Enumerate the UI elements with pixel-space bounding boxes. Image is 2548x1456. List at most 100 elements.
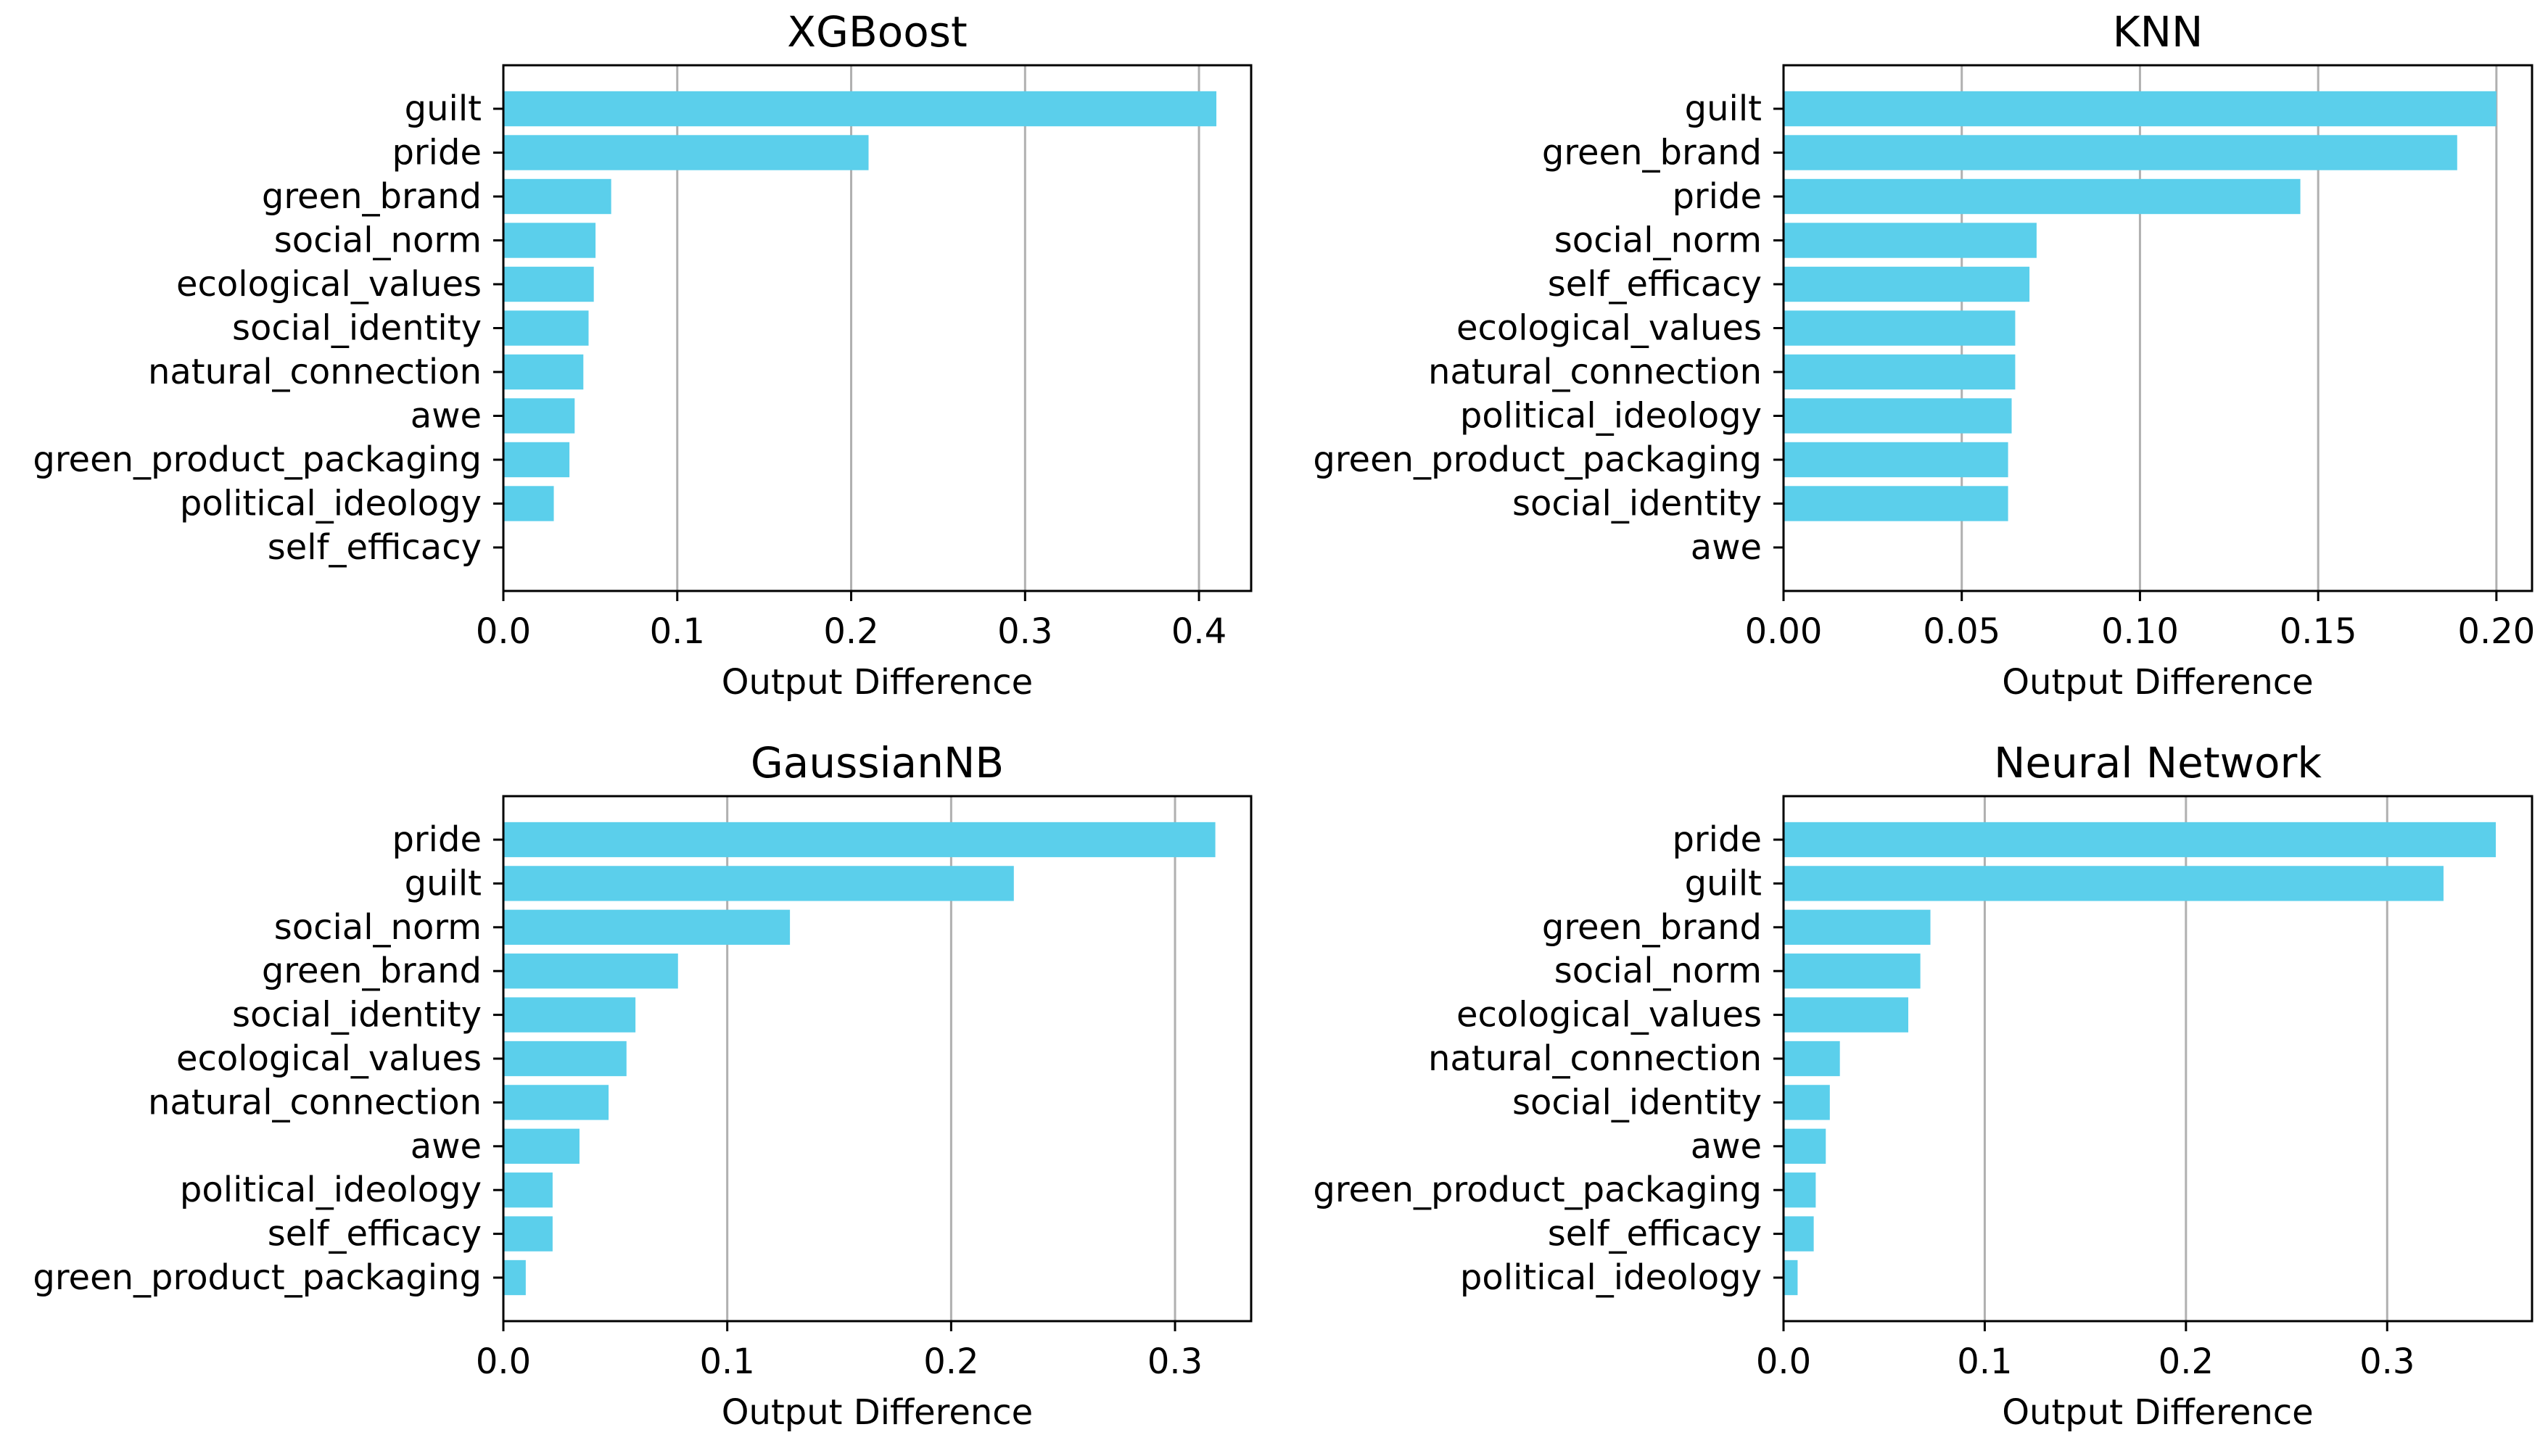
bar-natural_connection [1784,354,2016,390]
y-tick-label: self_efficacy [268,527,482,568]
y-tick-label: pride [1672,176,1762,217]
bar-awe [503,1128,580,1164]
bar-green_brand [1784,909,1931,945]
x-tick-label: 0.3 [997,611,1052,652]
bar-green_product_packaging [1784,1172,1816,1208]
bar-ecological_values [503,1041,627,1077]
bar-social_identity [503,310,589,346]
bar-self_efficacy [1784,266,2030,302]
y-tick-label: social_identity [232,308,482,349]
y-tick-label: awe [1691,527,1762,568]
y-tick-label: political_ideology [180,1170,482,1210]
y-tick-label: pride [392,133,482,173]
bar-natural_connection [1784,1041,1840,1077]
bar-self_efficacy [1784,1216,1814,1252]
y-tick-label: pride [1672,819,1762,860]
y-tick-label: guilt [405,863,482,903]
bar-green_brand [503,178,611,215]
x-axis-label: Output Difference [2002,662,2313,703]
bar-natural_connection [503,1085,609,1120]
bar-awe [1784,1128,1826,1164]
y-tick-label: social_identity [1512,484,1762,524]
bar-political_ideology [1784,398,2012,434]
bar-social_norm [1784,954,1921,989]
y-tick-label: ecological_values [1456,995,1762,1035]
y-tick-label: awe [411,1126,482,1167]
y-tick-label: social_norm [274,220,482,261]
y-tick-label: ecological_values [176,264,482,305]
bar-green_product_packaging [503,1259,526,1296]
x-tick-label: 0.3 [2359,1341,2415,1382]
x-tick-label: 0.4 [1171,611,1226,652]
bar-green_product_packaging [1784,442,2008,478]
bar-social_norm [503,909,791,945]
x-tick-label: 0.3 [1147,1341,1203,1382]
y-tick-label: natural_connection [148,1082,482,1122]
y-tick-label: green_product_packaging [33,1257,482,1298]
bar-pride [503,135,869,170]
x-tick-label: 0.0 [476,611,531,652]
y-tick-label: social_norm [274,907,482,948]
y-tick-label: green_product_packaging [1313,439,1762,480]
y-tick-label: guilt [1685,863,1762,903]
x-tick-label: 0.2 [923,1341,978,1382]
bar-natural_connection [503,354,584,390]
x-tick-label: 0.2 [823,611,878,652]
x-tick-label: 0.1 [650,611,705,652]
y-tick-label: natural_connection [148,352,482,392]
bar-ecological_values [1784,310,2016,346]
bar-social_identity [1784,1085,1830,1120]
y-tick-label: guilt [1685,88,1762,129]
bar-social_identity [503,997,636,1033]
bar-pride [1784,178,2301,215]
y-tick-label: green_brand [1542,907,1762,948]
y-tick-label: guilt [405,88,482,129]
x-tick-label: 0.20 [2457,611,2535,652]
y-tick-label: awe [1691,1126,1762,1167]
x-tick-label: 0.0 [1756,1341,1811,1382]
bar-social_norm [1784,223,2037,258]
bar-guilt [1784,91,2497,127]
y-tick-label: green_brand [262,951,482,991]
y-tick-label: green_brand [262,176,482,217]
y-tick-label: self_efficacy [1548,1214,1762,1254]
y-tick-label: political_ideology [1460,396,1762,437]
bar-pride [503,822,1216,858]
x-axis-label: Output Difference [722,662,1033,703]
bar-guilt [1784,866,2444,901]
chart-title: XGBoost [787,7,967,57]
y-tick-label: ecological_values [1456,308,1762,349]
x-axis-label: Output Difference [2002,1392,2313,1433]
bar-self_efficacy [503,1216,553,1252]
bar-green_brand [1784,135,2457,170]
x-tick-label: 0.2 [2159,1341,2214,1382]
y-tick-label: self_efficacy [268,1214,482,1254]
y-tick-label: social_identity [1512,1082,1762,1122]
y-tick-label: social_identity [232,995,482,1035]
bar-political_ideology [503,486,554,521]
y-tick-label: green_brand [1542,133,1762,173]
chart-panel-3: prideguiltgreen_brandsocial_normecologic… [1313,738,2533,1433]
bar-social_norm [503,223,596,258]
x-tick-label: 0.1 [700,1341,755,1382]
x-tick-label: 0.1 [1957,1341,2012,1382]
bar-guilt [503,866,1014,901]
y-tick-label: natural_connection [1428,1038,1762,1079]
y-tick-label: political_ideology [1460,1257,1762,1298]
x-tick-label: 0.05 [1923,611,2000,652]
chart-panel-0: guiltpridegreen_brandsocial_normecologic… [33,7,1253,703]
chart-panel-1: guiltgreen_brandpridesocial_normself_eff… [1313,7,2535,703]
y-tick-label: ecological_values [176,1038,482,1079]
bar-guilt [503,91,1217,127]
bar-political_ideology [1784,1259,1798,1296]
y-tick-label: awe [411,396,482,437]
y-tick-label: social_norm [1554,951,1762,991]
bar-pride [1784,822,2497,858]
x-axis-label: Output Difference [722,1392,1033,1433]
y-tick-label: green_product_packaging [1313,1170,1762,1210]
chart-title: GaussianNB [751,738,1004,787]
bar-ecological_values [503,266,594,302]
y-tick-label: social_norm [1554,220,1762,261]
x-tick-label: 0.15 [2280,611,2357,652]
